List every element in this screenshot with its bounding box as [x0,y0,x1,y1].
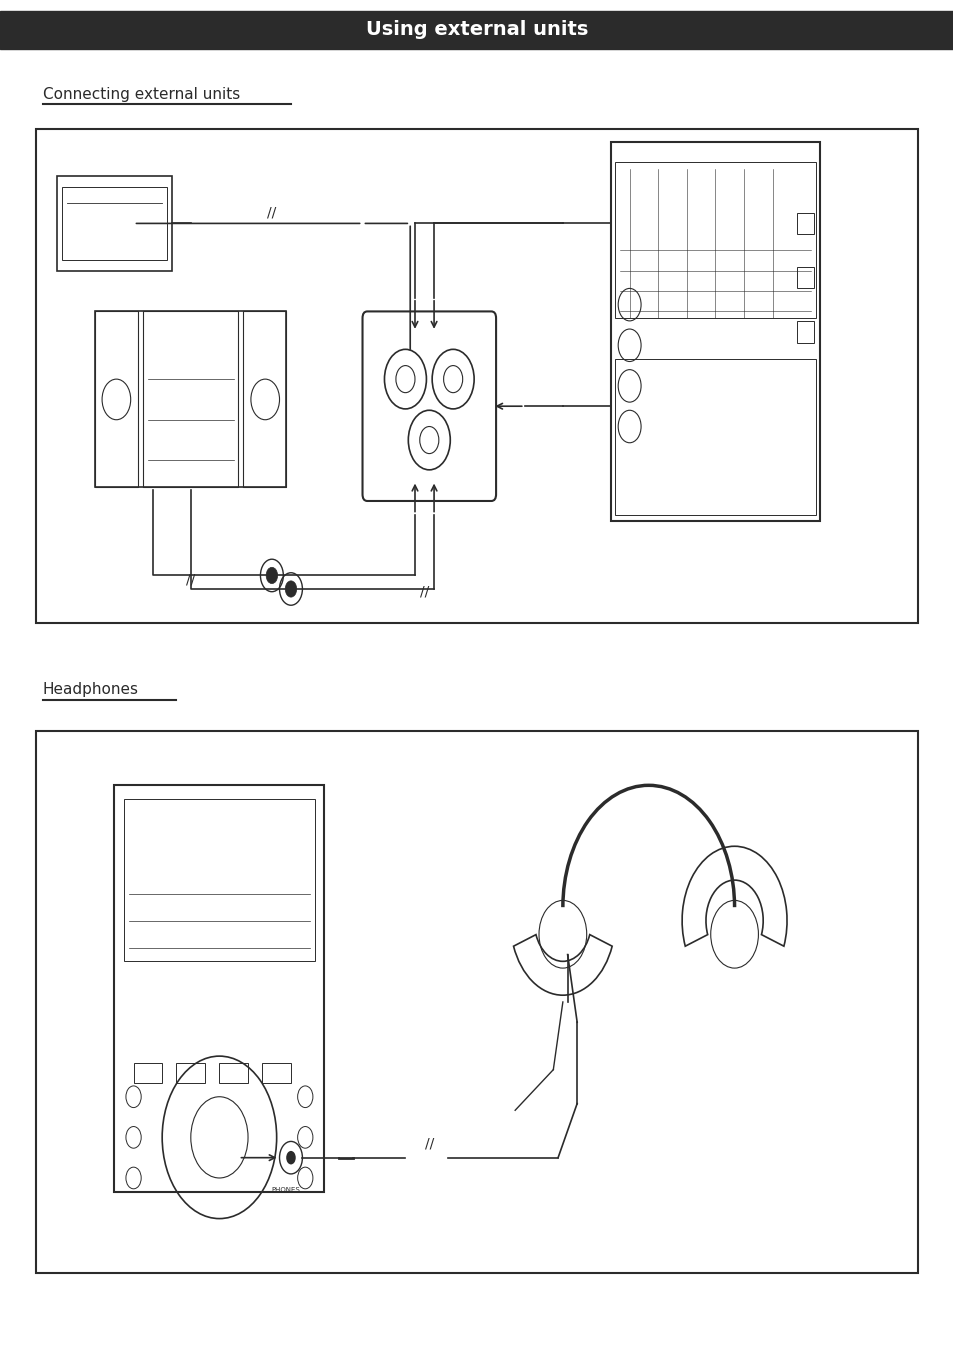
Bar [124,799,314,961]
Bar [133,1063,162,1083]
Bar [615,359,815,515]
Bar [36,129,917,623]
Bar [95,311,138,487]
Bar [95,311,286,487]
Text: //: // [419,585,429,598]
Circle shape [286,1151,295,1164]
Bar [615,162,815,318]
Bar [36,731,917,1273]
Text: Headphones: Headphones [43,682,139,697]
Bar [0,11,953,49]
Text: //: // [186,573,195,586]
Text: Using external units: Using external units [365,20,588,39]
Text: PHONES: PHONES [272,1187,300,1193]
Bar [143,311,238,487]
Bar [796,267,813,288]
Bar [57,176,172,271]
Bar [796,321,813,343]
Circle shape [285,581,296,597]
Bar [796,213,813,234]
Text: //: // [424,1137,434,1151]
Circle shape [266,567,277,584]
Text: Connecting external units: Connecting external units [43,87,240,102]
Bar [176,1063,205,1083]
Bar [219,1063,248,1083]
Text: //: // [267,206,276,219]
Bar [610,142,820,521]
Bar [262,1063,291,1083]
Bar [62,187,167,260]
Bar [114,785,324,1192]
Bar [243,311,286,487]
